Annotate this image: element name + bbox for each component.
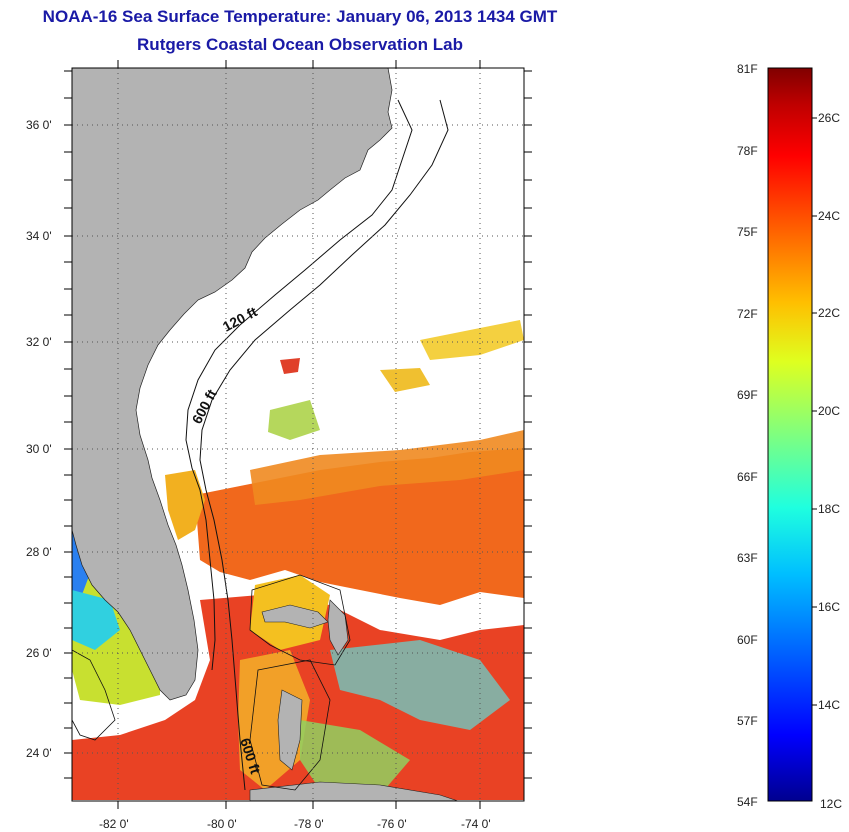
lat-label-30: 30 0'	[26, 442, 52, 456]
cb-label-60f: 60F	[737, 633, 758, 647]
cb-label-57f: 57F	[737, 714, 758, 728]
lat-label-36: 36 0'	[26, 118, 52, 132]
cb-label-72f: 72F	[737, 307, 758, 321]
lon-label-80: -80 0'	[207, 817, 237, 831]
cb-label-20c: 20C	[818, 404, 840, 418]
sst-data-layer	[72, 320, 524, 800]
sst-patch-offshore-mid	[380, 368, 430, 392]
sst-patch-scattered	[268, 400, 320, 440]
island-cuba	[249, 781, 459, 801]
map-frame	[71, 67, 525, 802]
contour-120ft	[185, 99, 413, 671]
cb-label-14c: 14C	[818, 698, 840, 712]
lon-label-82: -82 0'	[99, 817, 129, 831]
sst-patch-small-red	[280, 358, 300, 374]
lat-label-24: 24 0'	[26, 746, 52, 760]
cb-label-24c: 24C	[818, 209, 840, 223]
map-subtitle: Rutgers Coastal Ocean Observation Lab	[137, 35, 463, 54]
cb-label-54f: 54F	[737, 795, 758, 809]
lat-label-28: 28 0'	[26, 545, 52, 559]
contour-gulf-shelf	[72, 649, 116, 741]
cb-label-81f: 81F	[737, 62, 758, 76]
contour-bahama-bank	[249, 574, 351, 666]
colorbar	[767, 67, 813, 802]
map-title: NOAA-16 Sea Surface Temperature: January…	[42, 7, 558, 26]
lat-label-34: 34 0'	[26, 229, 52, 243]
sst-patch-offshore-north	[420, 320, 524, 360]
sst-patch-north-warm	[250, 430, 524, 505]
map-area	[72, 68, 524, 801]
cb-label-63f: 63F	[737, 551, 758, 565]
colorbar-fahrenheit-labels: 81F 78F 75F 72F 69F 66F 63F 60F 57F 54F	[737, 62, 758, 809]
cb-label-18c: 18C	[818, 502, 840, 516]
cb-label-66f: 66F	[737, 470, 758, 484]
cb-label-75f: 75F	[737, 225, 758, 239]
contour-great-bahama-bank	[249, 659, 331, 791]
sst-patch-mixed-east	[330, 640, 510, 730]
lon-label-76: -76 0'	[377, 817, 407, 831]
lat-label-26: 26 0'	[26, 646, 52, 660]
island-andros	[277, 689, 303, 771]
cb-label-12c: 12C	[820, 797, 842, 811]
graticule	[72, 68, 524, 801]
island-grand-bahama	[261, 604, 329, 629]
land-mass	[72, 68, 393, 701]
lon-label-78: -78 0'	[294, 817, 324, 831]
lat-label-32: 32 0'	[26, 335, 52, 349]
cb-label-22c: 22C	[818, 306, 840, 320]
contour-600ft	[199, 99, 449, 791]
sst-patch-cool-gulf	[72, 590, 120, 650]
sst-patch-mixed-south	[300, 720, 410, 795]
sst-patch-coastal-fl	[165, 470, 205, 540]
cb-label-78f: 78F	[737, 144, 758, 158]
cb-label-26c: 26C	[818, 111, 840, 125]
cb-label-69f: 69F	[737, 388, 758, 402]
cb-label-16c: 16C	[818, 600, 840, 614]
frame-ticks	[64, 60, 532, 809]
lon-label-74: -74 0'	[461, 817, 491, 831]
colorbar-celsius-labels: 26C 24C 22C 20C 18C 16C 14C 12C	[812, 111, 842, 811]
